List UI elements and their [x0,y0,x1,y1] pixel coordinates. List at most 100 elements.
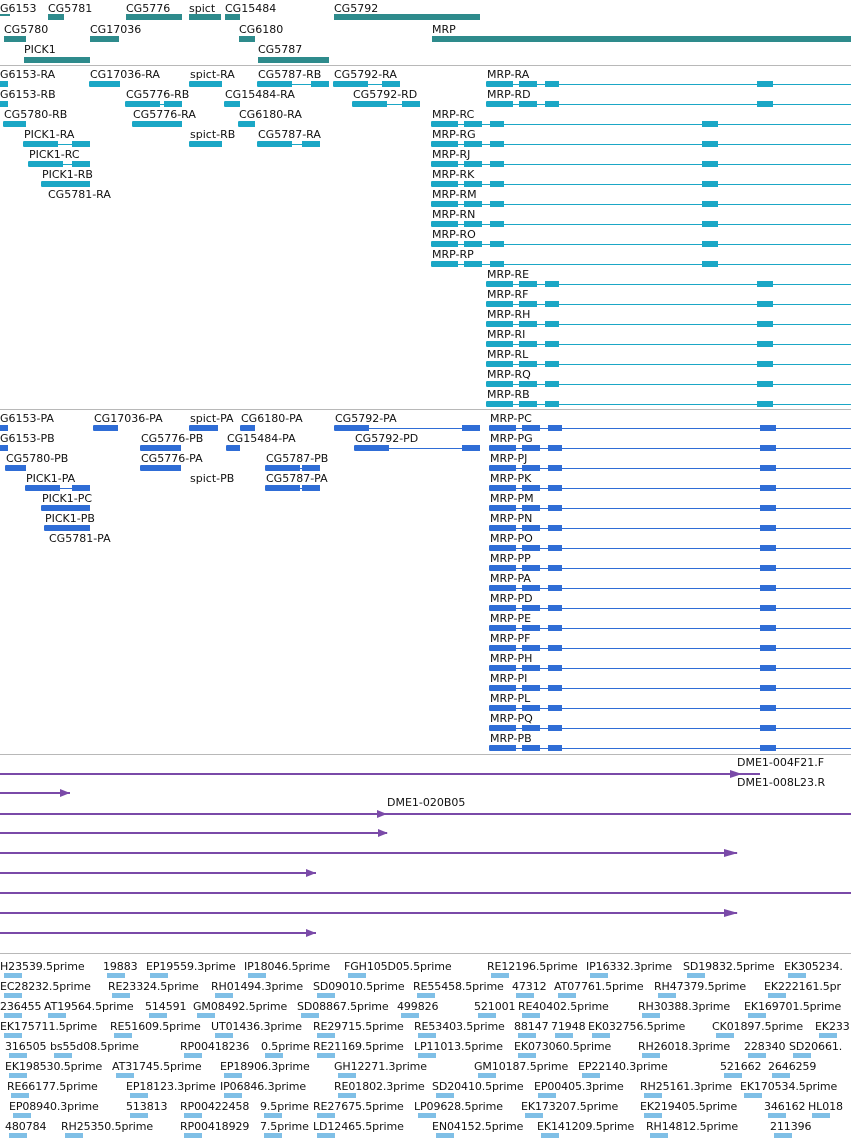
mrna-exon[interactable] [757,321,773,327]
mrna-exon[interactable] [353,101,387,107]
cds-exon[interactable] [163,465,181,471]
feature-label[interactable]: 480784 [5,1120,47,1133]
cds-exon[interactable] [760,585,776,591]
mrna-exon[interactable] [464,261,482,267]
feature-label[interactable]: EC28232.5prime [0,980,91,993]
feature-label[interactable]: CG5781 [48,2,93,15]
feature-label[interactable]: MRP [432,23,456,36]
mrna-exon[interactable] [239,121,255,127]
cds-exon[interactable] [548,525,562,531]
est-bar[interactable] [772,1073,790,1078]
est-bar[interactable] [819,1033,837,1038]
feature-label[interactable]: GM08492.5prime [193,1000,288,1013]
mrna-exon[interactable] [519,321,537,327]
feature-label[interactable]: MRP-PB [490,732,532,745]
mrna-exon[interactable] [545,301,559,307]
feature-label[interactable]: spict-RA [190,68,235,81]
cds-exon[interactable] [522,485,540,491]
feature-label[interactable]: RE51609.5prime [110,1020,201,1033]
feature-label[interactable]: RE29715.5prime [313,1020,404,1033]
feature-label[interactable]: MRP-PA [490,572,531,585]
feature-label[interactable]: EK305234. [784,960,843,973]
mrna-exon[interactable] [432,121,458,127]
cds-exon[interactable] [522,425,540,431]
cds-exon[interactable] [100,425,118,431]
feature-label[interactable]: SD09010.5prime [313,980,405,993]
est-bar[interactable] [417,993,435,998]
feature-label[interactable]: 316505 [5,1040,47,1053]
feature-label[interactable]: AT19564.5prime [44,1000,134,1013]
est-bar[interactable] [538,1093,556,1098]
est-bar[interactable] [793,1053,811,1058]
est-bar[interactable] [264,1113,282,1118]
feature-label[interactable]: LP09628.5prime [414,1100,503,1113]
feature-label[interactable]: CK01897.5prime [712,1020,804,1033]
est-bar[interactable] [4,1013,22,1018]
feature-label[interactable]: CG5776-RB [126,88,190,101]
est-bar[interactable] [522,1013,540,1018]
gene-bar[interactable] [258,57,329,63]
cds-exon[interactable] [522,705,540,711]
feature-label[interactable]: CG5792-PA [335,412,397,425]
mrna-exon[interactable] [258,141,292,147]
mrna-exon[interactable] [757,381,773,387]
feature-label[interactable]: RE23324.5prime [108,980,199,993]
feature-label[interactable]: 228340 [744,1040,786,1053]
est-bar[interactable] [224,1093,242,1098]
cds-exon[interactable] [760,725,776,731]
feature-label[interactable]: UT01436.3prime [211,1020,302,1033]
feature-label[interactable]: PICK1-RC [29,148,80,161]
est-bar[interactable] [338,1073,356,1078]
feature-label[interactable]: DME1-004F21.F [737,756,825,769]
feature-label[interactable]: 521662 [720,1060,762,1073]
feature-label[interactable]: EP08940.3prime [9,1100,99,1113]
est-bar[interactable] [184,1053,202,1058]
feature-label[interactable]: EK198530.5prime [5,1060,103,1073]
mrna-exon[interactable] [490,201,504,207]
cds-exon[interactable] [490,485,516,491]
feature-label[interactable]: 19883 [103,960,138,973]
feature-label[interactable]: 9.5prime [260,1100,309,1113]
cds-exon[interactable] [548,705,562,711]
cds-exon[interactable] [760,625,776,631]
feature-label[interactable]: EK175711.5prime [0,1020,98,1033]
feature-label[interactable]: MRP-RE [487,268,530,281]
est-bar[interactable] [582,1073,600,1078]
cds-exon[interactable] [522,745,540,751]
feature-label[interactable]: EP00405.3prime [534,1080,624,1093]
est-bar[interactable] [687,973,705,978]
feature-label[interactable]: RE01802.3prime [334,1080,425,1093]
feature-label[interactable]: EP18906.3prime [220,1060,310,1073]
feature-label[interactable]: MRP-RJ [432,148,471,161]
feature-label[interactable]: CG5787 [258,43,303,56]
cds-exon[interactable] [548,425,562,431]
feature-label[interactable]: MRP-PN [490,512,533,525]
mrna-exon[interactable] [204,141,222,147]
cds-exon[interactable] [548,665,562,671]
mrna-exon[interactable] [42,181,76,187]
mrna-exon[interactable] [545,101,559,107]
feature-label[interactable]: RH01494.3prime [211,980,304,993]
est-bar[interactable] [436,1133,454,1138]
cds-exon[interactable] [0,425,8,431]
cds-exon[interactable] [72,525,90,531]
feature-label[interactable]: 346162 [764,1100,806,1113]
cds-exon[interactable] [760,485,776,491]
feature-label[interactable]: MRP-PJ [490,452,528,465]
mrna-exon[interactable] [133,121,167,127]
cds-exon[interactable] [462,445,480,451]
mrna-exon[interactable] [702,241,718,247]
est-bar[interactable] [436,1093,454,1098]
gene-bar[interactable] [334,14,480,20]
est-bar[interactable] [788,973,806,978]
feature-label[interactable]: SD19832.5prime [683,960,775,973]
feature-label[interactable]: CG5787-PB [266,452,329,465]
mrna-exon[interactable] [0,101,8,107]
est-bar[interactable] [768,1113,786,1118]
mrna-exon[interactable] [490,221,504,227]
est-bar[interactable] [224,1073,242,1078]
est-bar[interactable] [516,993,534,998]
mrna-exon[interactable] [126,101,160,107]
cds-exon[interactable] [302,465,320,471]
est-bar[interactable] [215,1033,233,1038]
